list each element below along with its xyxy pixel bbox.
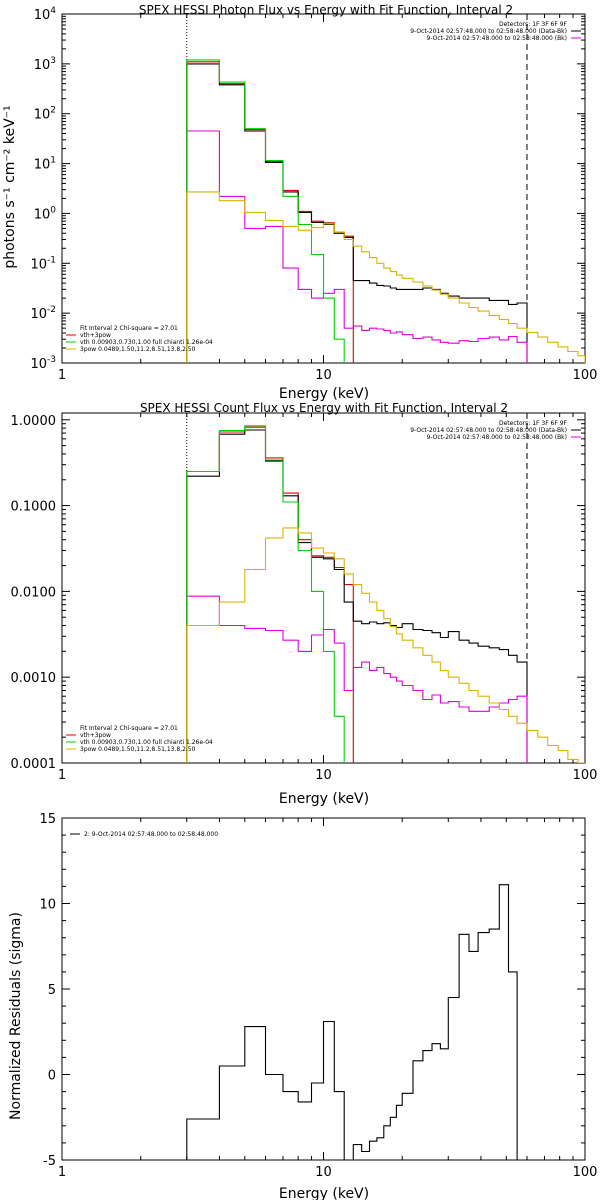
y-tick-label: 0 <box>48 1069 56 1084</box>
y-tick-exponent: -2 <box>47 305 56 315</box>
series-group <box>186 425 585 763</box>
y-tick-label: 102 <box>34 106 56 123</box>
legend-entry-text: 2: 9-Oct-2014 02:57:48.000 to 02:58:48.0… <box>84 831 218 838</box>
x-tick-label: 10 <box>315 768 332 783</box>
y-tick-label: 0.0001 <box>11 757 57 772</box>
series-vth-3pow-line <box>186 61 354 363</box>
y-tick-label: -5 <box>43 1154 56 1169</box>
series-bk-line <box>186 595 528 763</box>
y-tick-label: 101 <box>34 156 56 173</box>
y-tick-base: 10 <box>34 108 51 123</box>
count-flux-panel: SPEX HESSI Count Flux vs Energy with Fit… <box>11 401 598 807</box>
y-tick-label: 104 <box>34 6 57 23</box>
x-tick-label: 10 <box>315 1165 332 1180</box>
series-3pow-line <box>186 191 585 363</box>
y-tick-label: 100 <box>34 205 57 222</box>
photon-flux-xlabel: Energy (keV) <box>279 386 369 402</box>
y-tick-label: 10 <box>39 898 56 913</box>
series-vth-line <box>186 425 345 763</box>
y-tick-base: 10 <box>34 158 51 173</box>
legend-entry-text: 3pow 0.0489,1.50,11.2,8.51,13.8,2.50 <box>80 346 196 353</box>
legend-entry-text: Detectors: 1F 3F 6F 9F <box>499 21 568 28</box>
count-flux-xlabel: Energy (keV) <box>279 791 369 807</box>
y-tick-exponent: 3 <box>50 56 56 66</box>
y-tick-label: 1.0000 <box>11 414 57 429</box>
x-tick-label: 10 <box>315 368 332 383</box>
y-tick-base: 10 <box>34 207 51 222</box>
y-tick-base: 10 <box>34 58 51 73</box>
series-vth-3pow-line <box>186 426 354 763</box>
series-residual-line <box>186 884 518 1160</box>
photon-flux-panel: SPEX HESSI Photon Flux vs Energy with Fi… <box>2 3 597 402</box>
y-tick-base: 10 <box>30 307 47 322</box>
y-tick-exponent: 2 <box>50 106 56 116</box>
y-tick-label: 5 <box>48 983 56 998</box>
x-tick-label: 1 <box>58 1165 66 1180</box>
plot-frame <box>61 817 586 1161</box>
y-tick-label: 103 <box>34 56 56 73</box>
y-tick-base: 10 <box>30 357 47 372</box>
series-group <box>186 884 518 1160</box>
plot-frame <box>61 13 586 364</box>
x-tick-label: 1 <box>58 368 66 383</box>
series-data-bk-line <box>186 429 528 763</box>
legend-entry-text: vth+3pow <box>80 332 111 339</box>
y-tick-label: 10-3 <box>30 355 56 372</box>
legend-entry-text: Fit Interval 2 Chi-square = 27.01 <box>80 725 178 732</box>
residuals-xlabel: Energy (keV) <box>279 1186 369 1200</box>
x-tick-label: 100 <box>573 768 598 783</box>
residuals-panel: Normalized Residuals (sigma) Energy (keV… <box>8 812 597 1200</box>
legend-entry-text: 9-Oct-2014 02:57:48.000 to 02:58:48.000 … <box>427 434 568 441</box>
legend-entry-text: 9-Oct-2014 02:57:48.000 to 02:58:48.000 … <box>427 35 568 42</box>
x-tick-label: 100 <box>573 1165 598 1180</box>
y-tick-label: 0.0010 <box>11 671 57 686</box>
y-tick-exponent: 0 <box>50 205 56 215</box>
y-tick-exponent: 4 <box>50 6 56 16</box>
count-flux-title: SPEX HESSI Count Flux vs Energy with Fit… <box>140 401 508 415</box>
y-tick-label: 10-2 <box>30 305 56 322</box>
x-tick-label: 100 <box>573 368 598 383</box>
legend-entry-text: Fit Interval 2 Chi-square = 27.01 <box>80 325 178 332</box>
x-tick-label: 1 <box>58 768 66 783</box>
series-3pow-line <box>186 527 585 763</box>
series-vth-line <box>186 59 345 363</box>
legend-entry-text: 9-Oct-2014 02:57:48.000 to 02:58:48.000 … <box>410 427 567 434</box>
series-group <box>186 59 585 363</box>
plot-frame <box>61 412 586 764</box>
y-tick-exponent: -3 <box>47 355 56 365</box>
legend-entry-text: vth 0.00903,0.730,1.00 full chianti 1.26… <box>80 739 213 746</box>
photon-flux-title: SPEX HESSI Photon Flux vs Energy with Fi… <box>139 3 513 17</box>
y-tick-label: 10-1 <box>30 255 56 272</box>
residuals-ylabel: Normalized Residuals (sigma) <box>8 912 24 1120</box>
y-tick-exponent: -1 <box>47 255 56 265</box>
y-tick-label: 15 <box>39 812 56 827</box>
photon-flux-ylabel: photons s⁻¹ cm⁻² keV⁻¹ <box>2 105 18 268</box>
series-bk-line <box>186 130 528 363</box>
legend-entry-text: vth+3pow <box>80 732 111 739</box>
y-tick-label: 0.1000 <box>11 500 57 515</box>
y-tick-base: 10 <box>30 257 47 272</box>
y-tick-base: 10 <box>34 8 51 23</box>
legend-entry-text: 3pow 0.0489,1.50,11.2,8.51,13.8,2.50 <box>80 746 196 753</box>
series-data-bk-line <box>186 63 528 363</box>
y-tick-exponent: 1 <box>50 156 56 166</box>
y-tick-label: 0.0100 <box>11 585 57 600</box>
legend-entry-text: Detectors: 1F 3F 6F 9F <box>499 420 568 427</box>
legend-entry-text: vth 0.00903,0.730,1.00 full chianti 1.26… <box>80 339 213 346</box>
legend-entry-text: 9-Oct-2014 02:57:48.000 to 02:58:48.000 … <box>410 28 567 35</box>
